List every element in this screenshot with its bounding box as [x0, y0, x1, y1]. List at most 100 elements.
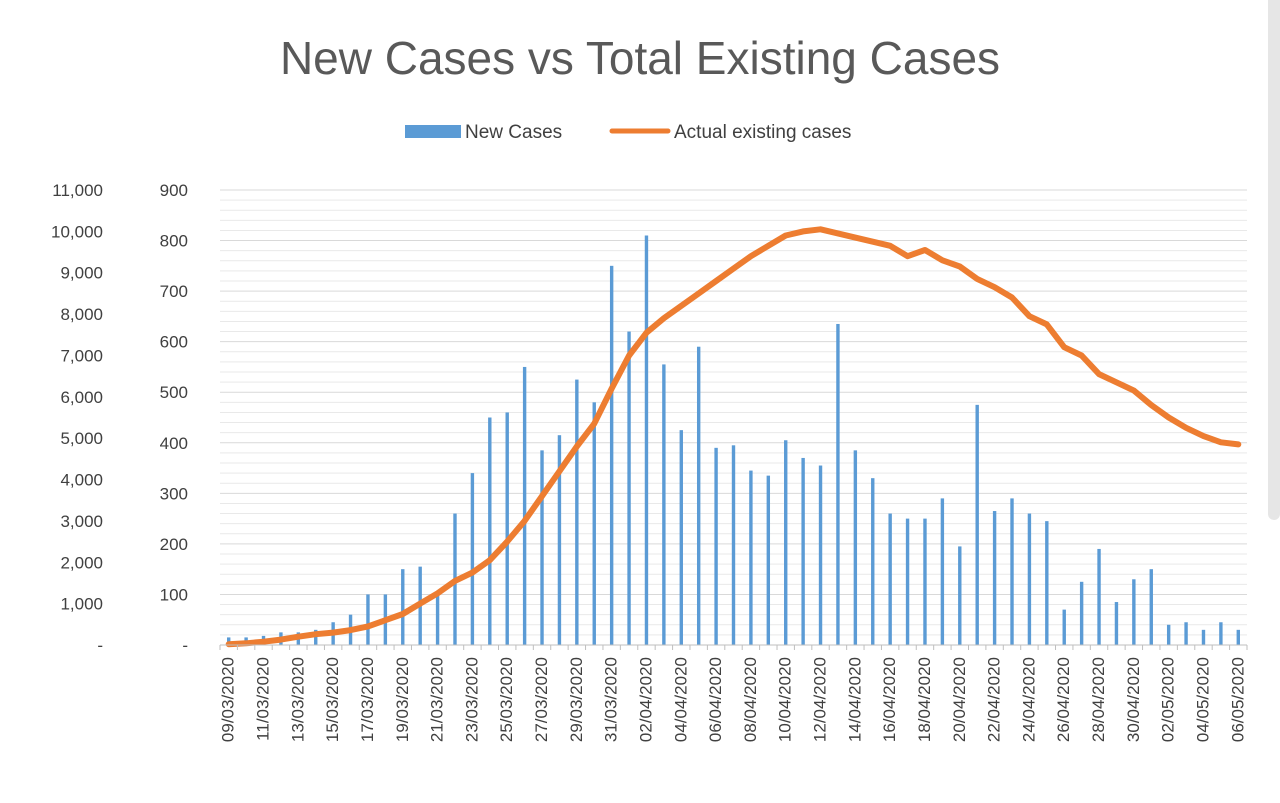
right-axis-tick-label: - [182, 636, 188, 655]
new-cases-bar [488, 417, 492, 645]
new-cases-bar [801, 457, 805, 645]
x-axis-tick-label: 29/03/2020 [567, 657, 586, 742]
x-axis-tick-label: 02/05/2020 [1159, 657, 1178, 742]
x-axis-tick-label: 06/04/2020 [706, 657, 725, 742]
x-axis-tick-label: 12/04/2020 [811, 657, 830, 742]
legend-swatch-new-cases [405, 125, 461, 138]
x-axis: 09/03/2020 11/03/2020 13/03/2020 15/03/2020… [219, 644, 1248, 742]
right-axis: - 100 200 300 400 500 600 700 800 900 [160, 181, 188, 655]
legend: New Cases Actual existing cases [405, 122, 851, 143]
left-axis-tick-label: 2,000 [60, 553, 103, 572]
new-cases-bar [575, 379, 579, 645]
new-cases-bar [1097, 548, 1101, 645]
new-cases-bar [1149, 569, 1153, 645]
new-cases-bars [227, 235, 1240, 645]
legend-label-new-cases: New Cases [465, 122, 562, 143]
x-axis-tick-label: 08/04/2020 [741, 657, 760, 742]
new-cases-bar [1079, 581, 1084, 645]
left-axis-tick-label: 6,000 [60, 388, 103, 407]
x-axis-tick-label: 09/03/2020 [219, 657, 238, 742]
x-axis-tick-label: 27/03/2020 [532, 657, 551, 742]
x-axis-tick-label: 11/03/2020 [254, 657, 273, 741]
new-cases-bar [958, 546, 962, 645]
x-axis-tick-label: 10/04/2020 [776, 657, 795, 742]
x-axis-tick-label: 28/04/2020 [1089, 657, 1108, 742]
x-axis-tick-label: 04/04/2020 [671, 657, 690, 742]
new-cases-bar [836, 323, 840, 645]
new-cases-bar [1166, 624, 1171, 645]
new-cases-bar [1045, 521, 1049, 645]
left-axis-tick-label: 1,000 [60, 595, 103, 614]
existing-cases-line [225, 226, 1242, 648]
x-axis-tick-label: 17/03/2020 [358, 657, 377, 742]
right-axis-tick-label: 100 [160, 585, 188, 604]
scrollbar[interactable] [1268, 0, 1280, 520]
new-cases-bar [1236, 629, 1240, 645]
new-cases-bar [1201, 629, 1206, 645]
new-cases-bar [784, 440, 788, 645]
new-cases-bar [940, 498, 945, 645]
right-axis-tick-label: 700 [160, 282, 188, 301]
x-axis-tick-label: 02/04/2020 [636, 657, 655, 742]
new-cases-bar [627, 331, 631, 645]
new-cases-bar [888, 513, 892, 645]
new-cases-bar [731, 445, 736, 645]
new-cases-bar [975, 404, 979, 645]
left-axis-tick-label: - [97, 636, 103, 655]
new-cases-bar [679, 430, 683, 645]
x-axis-tick-label: 20/04/2020 [950, 657, 969, 742]
left-axis-tick-label: 9,000 [60, 264, 103, 283]
new-cases-bar [592, 402, 596, 645]
new-cases-bar [401, 569, 405, 645]
new-cases-bar [853, 450, 858, 645]
right-axis-tick-label: 400 [160, 434, 188, 453]
new-cases-bar [1062, 609, 1066, 645]
x-axis-tick-label: 31/03/2020 [602, 657, 621, 742]
left-axis-tick-label: 8,000 [60, 305, 103, 324]
new-cases-bar [1027, 513, 1032, 645]
new-cases-bar [992, 511, 997, 645]
left-axis: - 1,000 2,000 3,000 4,000 5,000 6,000 7,000 8,00… [51, 181, 103, 655]
major-grid [220, 189, 1247, 595]
x-axis-tick-label: 23/03/2020 [462, 657, 481, 742]
new-cases-bar [1219, 622, 1223, 645]
x-axis-tick-label: 16/04/2020 [880, 657, 899, 742]
new-cases-bar [662, 364, 666, 645]
new-cases-bar [714, 447, 718, 645]
new-cases-bar [766, 475, 771, 645]
new-cases-bar [435, 594, 440, 645]
new-cases-bar [522, 366, 527, 645]
x-axis-tick-label: 06/05/2020 [1228, 657, 1247, 742]
right-axis-tick-label: 600 [160, 333, 188, 352]
legend-label-existing-cases: Actual existing cases [674, 122, 851, 143]
right-axis-tick-label: 200 [160, 535, 188, 554]
x-axis-tick-label: 04/05/2020 [1193, 657, 1212, 742]
left-axis-tick-label: 11,000 [52, 181, 103, 200]
new-cases-bar [1132, 579, 1136, 645]
x-axis-tick-label: 14/04/2020 [845, 657, 864, 742]
left-axis-tick-label: 5,000 [60, 429, 103, 448]
x-axis-tick-label: 13/03/2020 [288, 657, 307, 742]
x-axis-tick-label: 15/03/2020 [323, 657, 342, 742]
x-axis-tick-label: 25/03/2020 [497, 657, 516, 742]
right-axis-tick-label: 500 [160, 383, 188, 402]
x-axis-tick-label: 26/04/2020 [1054, 657, 1073, 742]
new-cases-bar [1114, 602, 1119, 645]
left-axis-tick-label: 3,000 [60, 512, 103, 531]
new-cases-bar [314, 629, 318, 645]
left-axis-tick-label: 7,000 [60, 346, 103, 365]
left-axis-tick-label: 4,000 [60, 471, 103, 490]
new-cases-bar [505, 412, 509, 645]
new-cases-bar [540, 450, 544, 645]
new-cases-bar [557, 435, 562, 645]
new-cases-bar [923, 518, 927, 645]
x-axis-tick-label: 21/03/2020 [428, 657, 447, 742]
x-axis-tick-label: 24/04/2020 [1019, 657, 1038, 742]
left-axis-tick-label: 10,000 [51, 222, 103, 241]
new-cases-bar [609, 265, 614, 645]
new-cases-bar [1184, 622, 1188, 645]
new-cases-bar [749, 470, 753, 645]
chart-title: New Cases vs Total Existing Cases [280, 32, 1000, 84]
right-axis-tick-label: 300 [160, 484, 188, 503]
